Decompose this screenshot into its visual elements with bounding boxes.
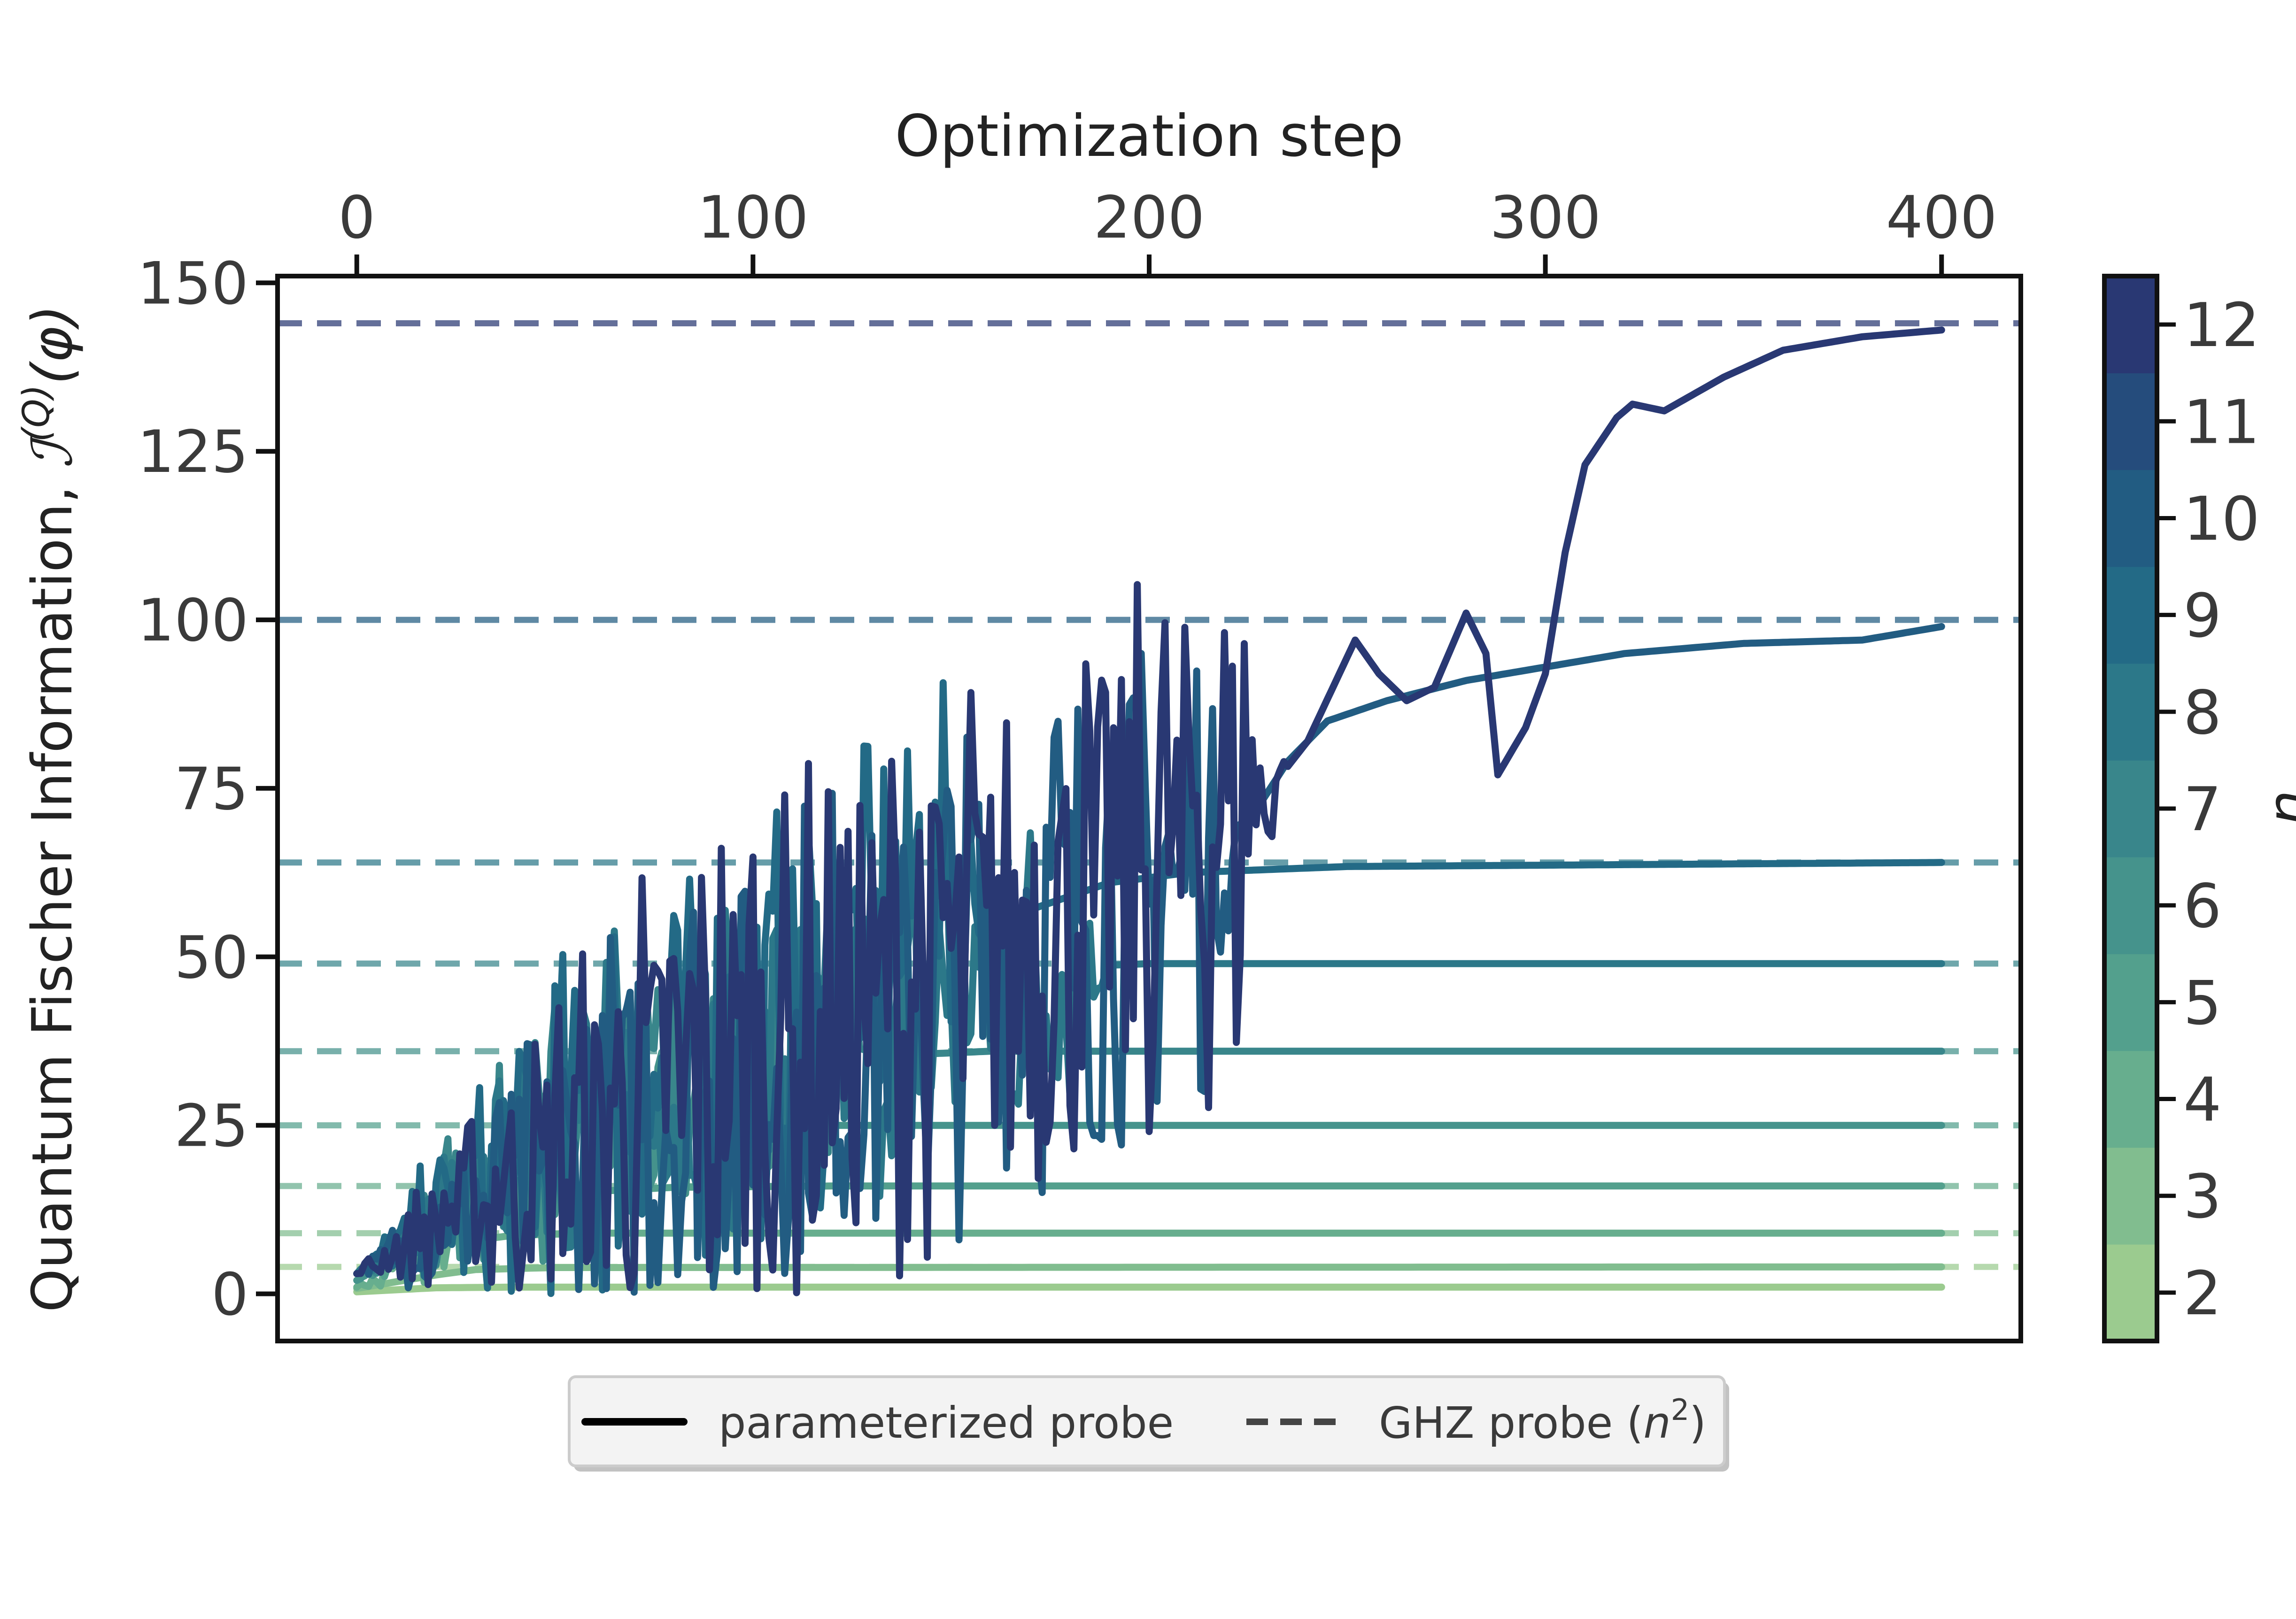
colorbar-tick-label-8: 10 [2183,484,2260,554]
y-axis-left: 0 25 50 75 100 125 150 [137,250,278,1329]
x-tick-label-1: 100 [697,184,809,252]
colorbar-tick-label-4: 6 [2183,871,2221,941]
colorbar-tick-label-7: 9 [2183,581,2221,651]
colorbar-tick-label-5: 7 [2183,775,2221,845]
y-tick-label-5: 125 [137,418,248,486]
colorbar-tick-label-9: 11 [2183,387,2260,457]
colorbar-label-partial: n [2255,790,2296,825]
x-axis-title: Optimization step [895,103,1403,170]
colorbar-segment-4 [2104,1050,2157,1148]
colorbar-segment-8 [2104,663,2157,761]
x-axis-top: 0 100 200 300 400 [338,184,1997,276]
colorbar-segment-3 [2104,1147,2157,1245]
legend-label-parameterized: parameterized probe [719,1398,1174,1448]
probe-curve-n3 [353,1263,1945,1292]
colorbar-tick-label-1: 3 [2183,1162,2221,1232]
colorbar-segment-7 [2104,760,2157,857]
colorbar-segment-6 [2104,857,2157,955]
x-tick-label-0: 0 [338,184,375,252]
colorbar-tick-label-0: 2 [2183,1259,2221,1329]
probe-curve-n12 [353,326,1945,1296]
y-tick-label-3: 75 [174,756,248,823]
colorbar-segment-10 [2104,470,2157,567]
legend: parameterized probe GHZ probe (n2) [568,1375,1729,1472]
x-tick-label-4: 400 [1886,184,1997,252]
colorbar-tick-label-2: 4 [2183,1065,2221,1135]
colorbar-segment-2 [2104,1244,2157,1341]
colorbar-tick-label-6: 8 [2183,678,2221,748]
colorbar-tick-label-10: 12 [2183,291,2260,361]
colorbar-tick-label-3: 5 [2183,968,2221,1038]
colorbar-segment-5 [2104,954,2157,1051]
y-tick-label-1: 25 [174,1093,248,1160]
colorbar-segment-12 [2104,276,2157,373]
y-tick-label-4: 100 [137,587,248,655]
y-tick-label-6: 150 [137,250,248,317]
y-axis-title: Quantum Fischer Information, ℐ(Q)(φ) [15,305,85,1312]
colorbar-segment-11 [2104,373,2157,470]
parameterized-probe-curves [353,326,1945,1297]
probe-curve-n2 [353,1283,1945,1295]
x-tick-label-3: 300 [1490,184,1601,252]
y-axis-title-superscript: (Q) [15,385,58,442]
y-tick-label-2: 50 [174,924,248,992]
y-tick-label-0: 0 [211,1261,248,1329]
y-axis-title-argument: (φ) [20,305,85,385]
legend-label-ghz: GHZ probe (n2) [1379,1393,1706,1448]
colorbar: 2 3 4 5 6 7 8 9 10 11 12 [2102,274,2260,1343]
colorbar-segment-9 [2104,566,2157,664]
x-tick-label-2: 200 [1094,184,1205,252]
